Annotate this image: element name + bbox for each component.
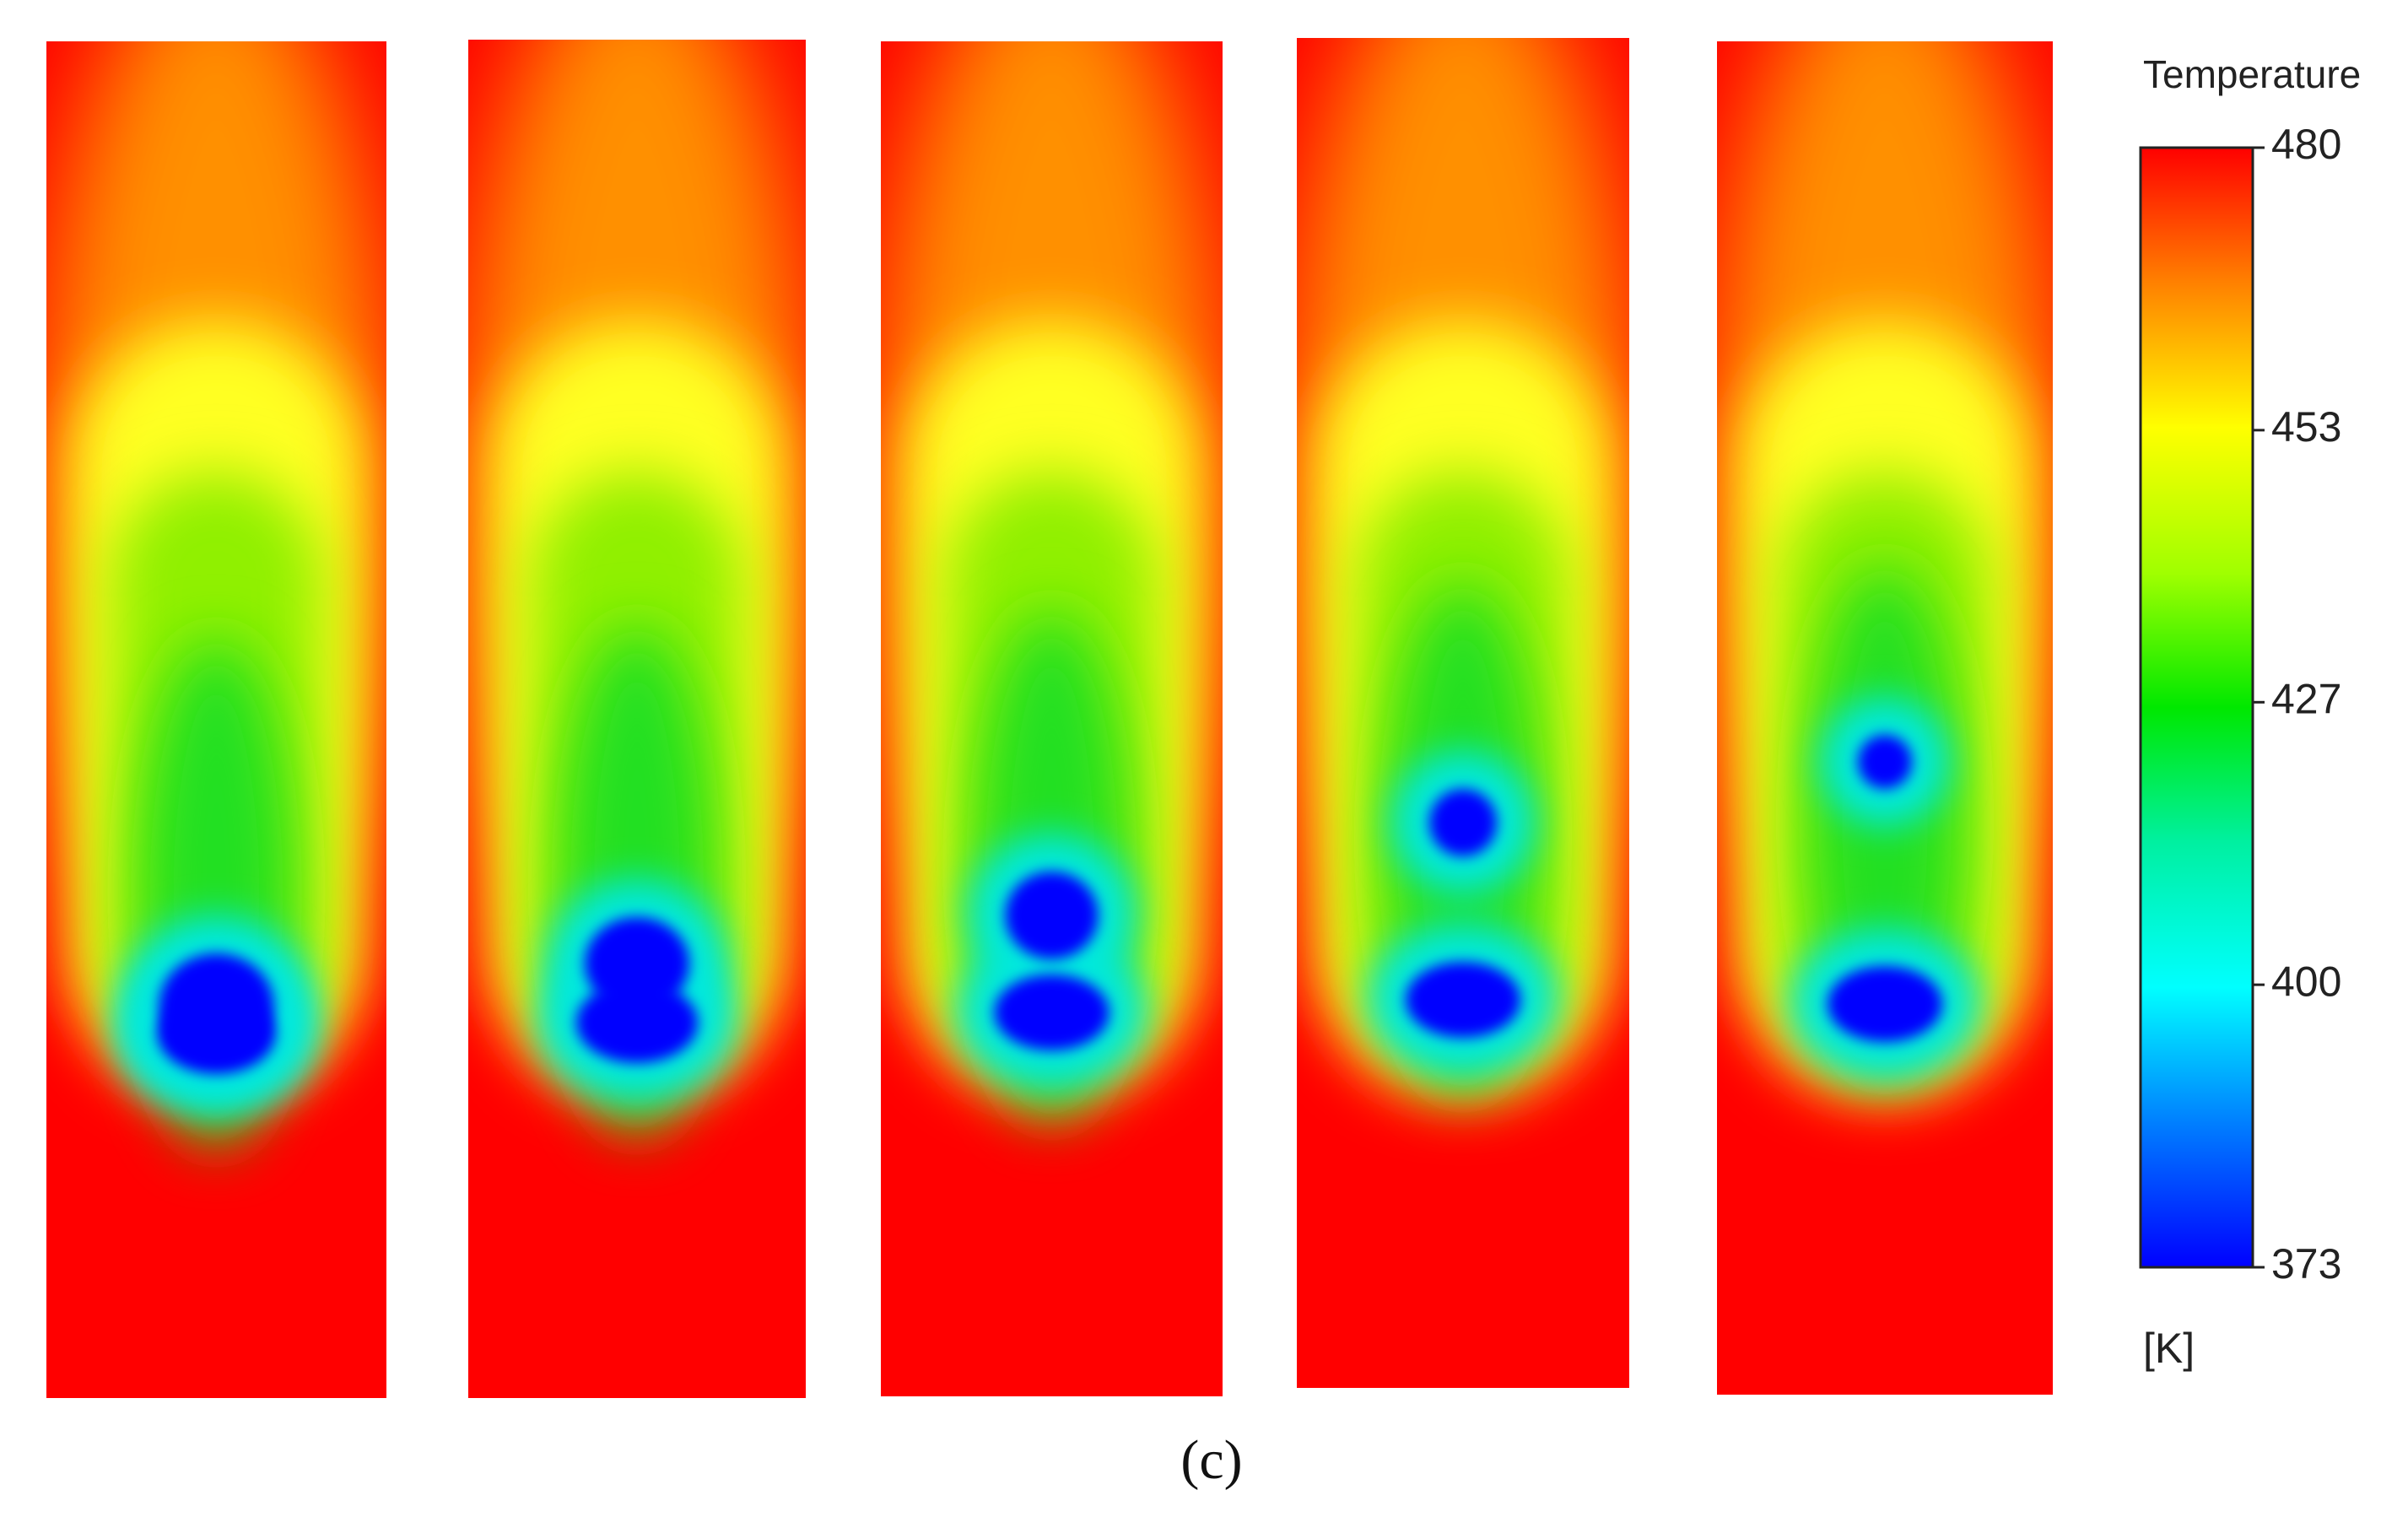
colorbar — [2139, 146, 2254, 1269]
colorbar-tick-label: 427 — [2271, 676, 2341, 723]
colorbar-unit: [K] — [2143, 1325, 2195, 1372]
bubble — [576, 982, 698, 1063]
bubble — [157, 993, 276, 1074]
bubble — [1828, 966, 1942, 1042]
colorbar-tick-label: 373 — [2271, 1240, 2341, 1288]
contour-panel — [1717, 41, 2053, 1395]
contour-panel — [468, 40, 806, 1398]
colorbar-tick-label: 453 — [2271, 403, 2341, 451]
contour-panel — [1297, 38, 1629, 1388]
bubble — [1406, 962, 1520, 1038]
bubble — [1858, 735, 1912, 789]
bubble — [1005, 872, 1099, 959]
contour-panel — [881, 41, 1223, 1396]
contour-panels — [46, 38, 2053, 1398]
caption: (c) — [1180, 1429, 1242, 1491]
contour-panel — [46, 41, 386, 1398]
colorbar-title: Temperature — [2143, 52, 2361, 96]
colorbar-tick-label: 400 — [2271, 958, 2341, 1005]
bubble — [994, 974, 1110, 1050]
bubble — [1429, 789, 1497, 856]
colorbar-tick-label: 480 — [2271, 121, 2341, 168]
